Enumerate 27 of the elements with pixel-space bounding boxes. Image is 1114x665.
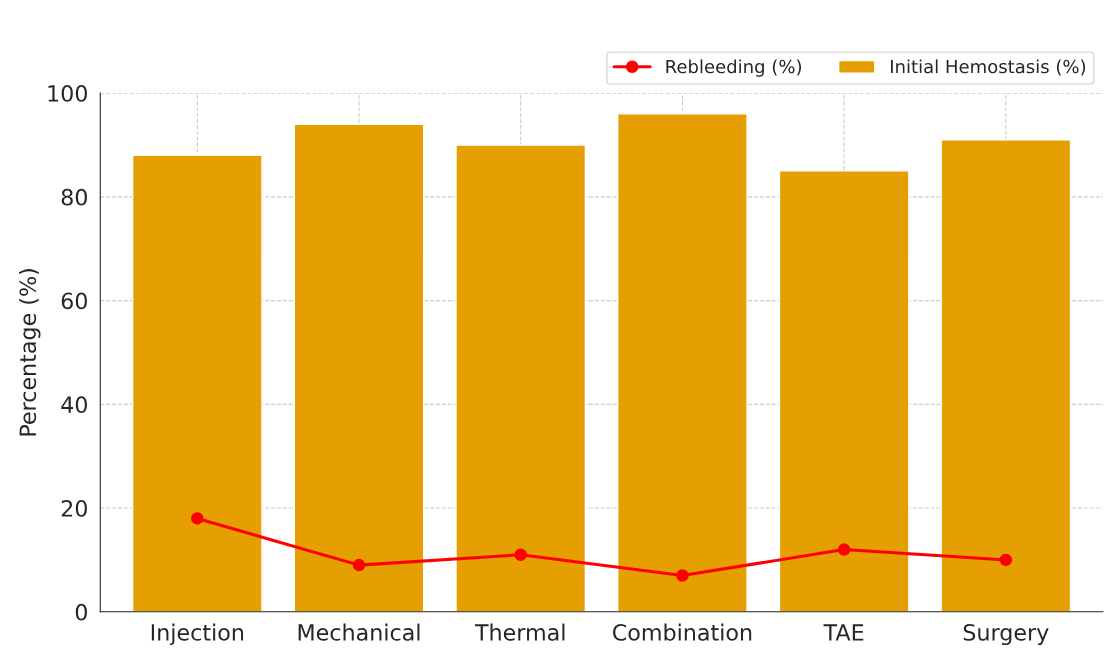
y-tick-label: 0 [75,603,87,621]
y-tick-label: 20 [61,500,87,517]
y-tick-label: 40 [61,396,87,414]
bar [131,154,263,612]
bar [617,113,748,612]
bar [778,170,910,612]
y-tick-label: 80 [61,188,87,206]
x-tick-label: TAE [823,624,864,641]
point [837,543,851,556]
bar [455,144,587,612]
legend-label: Rebleeding (%) [666,59,801,77]
point [676,569,689,582]
point [352,558,366,572]
point [514,548,527,561]
point [191,512,204,525]
x-tick-label: Surgery [963,624,1049,646]
x-tick-label: Combination [613,623,752,641]
y-tick-label: 60 [61,292,87,310]
x-tick-label: Injection [151,623,244,646]
bar [940,139,1072,612]
point [999,553,1013,567]
x-tick-label: Mechanical [298,623,420,641]
x-tick-label: Thermal [474,623,565,641]
y-axis-title: Percentage (%) [19,269,41,436]
y-tick-label: 100 [48,85,87,102]
bar [293,123,425,612]
legend-label: Initial Hemostasis (%) [891,59,1086,76]
